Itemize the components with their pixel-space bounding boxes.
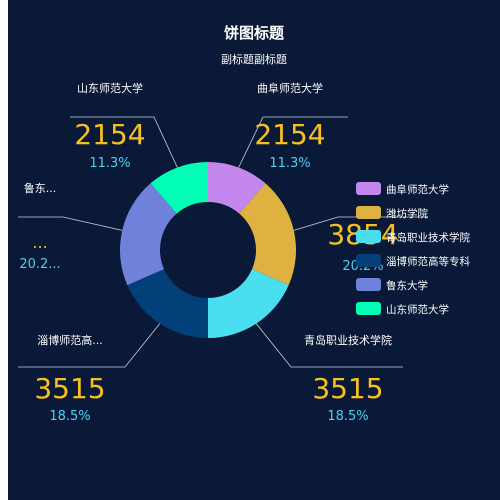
slice-value-label: ... <box>32 233 47 252</box>
legend-item[interactable]: 曲阜师范大学 <box>356 182 449 196</box>
leader-line <box>18 216 123 231</box>
legend-swatch <box>356 302 381 315</box>
legend-label: 山东师范大学 <box>386 303 449 316</box>
legend-label: 淄博师范高等专科 <box>386 255 470 268</box>
leader-line <box>238 116 348 168</box>
pie-slice[interactable] <box>208 162 266 214</box>
legend-swatch <box>356 182 381 195</box>
slice-percent-label: 18.5% <box>327 409 368 424</box>
legend-item[interactable]: 鲁东大学 <box>356 278 428 292</box>
slice-percent-label: 18.5% <box>49 409 90 424</box>
legend-item[interactable]: 青岛职业技术学院 <box>356 230 470 244</box>
chart-title: 饼图标题 <box>223 24 284 42</box>
slice-name-label: 鲁东... <box>24 181 57 195</box>
legend-swatch <box>356 254 381 267</box>
pie-slice[interactable] <box>119 183 177 286</box>
slice-value-label: 3515 <box>312 372 383 405</box>
leader-line <box>18 323 161 368</box>
pie-slice[interactable] <box>150 162 208 214</box>
slice-name-label: 曲阜师范大学 <box>257 81 323 95</box>
slice-percent-label: 20.2... <box>19 257 60 272</box>
legend-label: 潍坊学院 <box>386 207 428 220</box>
chart-subtitle: 副标题副标题 <box>221 53 287 66</box>
leader-line <box>293 216 428 231</box>
slice-value-label: 2154 <box>74 118 145 151</box>
legend-swatch <box>356 278 381 291</box>
legend-item[interactable]: 山东师范大学 <box>356 302 449 316</box>
leader-line <box>255 323 403 368</box>
legend-item[interactable]: 潍坊学院 <box>356 206 428 220</box>
pie-slice[interactable] <box>208 269 289 338</box>
legend-item[interactable]: 淄博师范高等专科 <box>356 254 470 268</box>
chart-canvas: 曲阜师范大学215411.3%385420.2%青岛职业技术学院351518.5… <box>8 0 500 500</box>
legend-label: 曲阜师范大学 <box>386 183 449 196</box>
slice-percent-label: 11.3% <box>89 156 130 171</box>
slice-percent-label: 11.3% <box>269 156 310 171</box>
legend-label: 鲁东大学 <box>386 279 428 292</box>
slice-name-label: 淄博师范高... <box>37 333 103 347</box>
pie-slice[interactable] <box>239 183 296 286</box>
legend-swatch <box>356 206 381 219</box>
slice-name-label: 山东师范大学 <box>77 81 143 95</box>
slice-name-label: 青岛职业技术学院 <box>304 333 392 347</box>
slice-value-label: 2154 <box>254 118 325 151</box>
pie-slice[interactable] <box>127 269 208 338</box>
donut-chart: 曲阜师范大学215411.3%385420.2%青岛职业技术学院351518.5… <box>18 81 470 424</box>
legend-swatch <box>356 230 381 243</box>
slice-value-label: 3515 <box>34 372 105 405</box>
leader-line <box>70 116 178 168</box>
legend-label: 青岛职业技术学院 <box>386 231 470 244</box>
